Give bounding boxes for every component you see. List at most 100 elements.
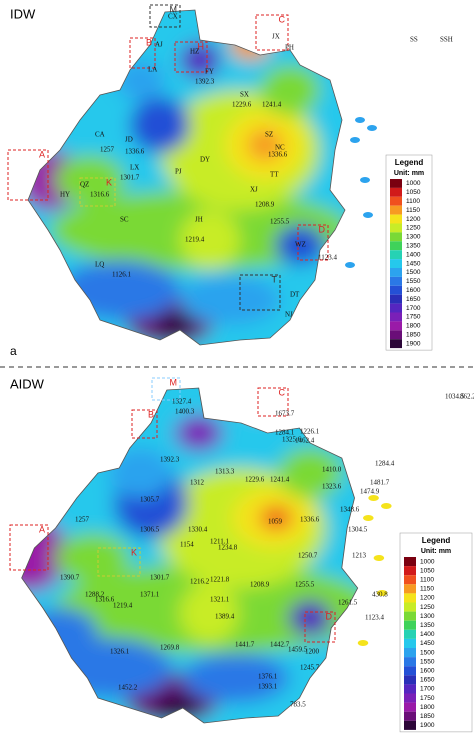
station-label: 1219.4 <box>113 602 133 610</box>
contour-zone <box>180 42 220 78</box>
contour-zone <box>154 694 201 718</box>
legend-label: 1100 <box>420 576 434 583</box>
station-label: 1330.4 <box>188 526 208 534</box>
legend-label: 1800 <box>406 323 421 330</box>
legend-swatch <box>390 250 402 260</box>
station-label: 1452.2 <box>118 684 138 692</box>
station-label: 1301.7 <box>120 174 140 182</box>
station-label: XJ <box>250 186 258 194</box>
legend-label: 1500 <box>420 649 435 656</box>
legend-swatch <box>404 666 416 676</box>
island <box>368 495 379 501</box>
legend-swatch <box>404 711 416 721</box>
region-box <box>79 177 116 207</box>
region-box <box>149 4 181 28</box>
legend-label: 1300 <box>420 613 435 620</box>
legend-swatch <box>390 285 402 295</box>
legend: Legend Unit: mm 1000 1050 1100 1150 1200 1250 13… <box>385 154 433 351</box>
station-label: 1221.8 <box>210 576 230 584</box>
map <box>27 9 377 346</box>
station-label: 1226.1 <box>300 428 320 436</box>
station-label: 1255.5 <box>270 218 290 226</box>
legend-label: 1750 <box>420 695 435 702</box>
legend-swatch <box>404 575 416 585</box>
legend-unit: Unit: mm <box>421 548 451 555</box>
region-label: M <box>170 377 178 387</box>
legend-swatch <box>390 330 402 340</box>
station-label: 1442.7 <box>270 641 290 649</box>
station-label: PJ <box>175 168 182 176</box>
legend-title: Legend <box>422 536 451 545</box>
legend-label: 1050 <box>420 567 435 574</box>
station-label: 1284.1 <box>275 429 295 437</box>
station-label: 1306.5 <box>140 526 160 534</box>
station-label: NJ <box>285 311 293 319</box>
region-box <box>297 224 329 261</box>
station-label: 1316.6 <box>90 191 110 199</box>
legend-swatch <box>390 241 402 251</box>
contour-zone <box>260 506 292 530</box>
station-label: 1312 <box>190 479 205 487</box>
station-label: 1229.6 <box>245 476 265 484</box>
legend-swatch <box>404 702 416 712</box>
station-label: 1234.8 <box>218 544 238 552</box>
station-label: 1208.9 <box>255 201 275 209</box>
station-label: 1321.1 <box>210 596 230 604</box>
station-label: SS <box>410 36 418 44</box>
region-label: D <box>326 611 333 621</box>
island <box>345 262 355 268</box>
legend-swatch <box>390 205 402 215</box>
station-label: PH <box>285 44 294 52</box>
legend-label: 1000 <box>420 558 435 565</box>
legend-swatch <box>390 312 402 322</box>
station-label: DT <box>290 291 300 299</box>
contour-zone <box>108 448 173 498</box>
station-label: 1034.5 <box>445 393 465 401</box>
legend-swatch <box>404 684 416 694</box>
legend-label: 1700 <box>406 305 421 312</box>
station-label: 1474.9 <box>360 488 380 496</box>
station-label: 1241.4 <box>262 101 282 109</box>
station-label: JD <box>125 136 133 144</box>
legend-swatch <box>404 584 416 594</box>
region-label: B <box>146 37 152 47</box>
legend-swatch <box>404 629 416 639</box>
legend-unit: Unit: mm <box>394 170 424 177</box>
legend-label: 1150 <box>420 586 434 593</box>
legend-swatch <box>404 602 416 612</box>
contour-zone <box>179 583 239 643</box>
station-label: 1313.3 <box>215 468 235 476</box>
region-label: K <box>131 547 137 557</box>
station-label: DY <box>200 156 210 164</box>
legend-label: 1550 <box>406 278 421 285</box>
legend-swatch <box>404 620 416 630</box>
region-label: B <box>148 409 154 419</box>
legend-label: 1600 <box>406 287 421 294</box>
contour-zone <box>115 60 165 100</box>
station-label: FY <box>205 68 214 76</box>
station-label: 1325.6 <box>282 436 302 444</box>
legend-label: 1350 <box>420 622 435 629</box>
method-label: IDW <box>10 6 36 21</box>
station-label: SSH <box>440 36 453 44</box>
legend-label: 1200 <box>420 595 435 602</box>
station-label: AJ <box>155 41 163 49</box>
station-label: 1305.7 <box>140 496 160 504</box>
contour-zone <box>175 415 223 451</box>
station-label: TT <box>270 171 279 179</box>
station-label: 783.5 <box>290 701 306 709</box>
station-label: SC <box>120 216 129 224</box>
station-label: 1213 <box>352 552 367 560</box>
island <box>367 125 377 131</box>
region-box <box>239 274 281 311</box>
station-label: 1211.1 <box>210 538 229 546</box>
station-label: 1376.1 <box>258 673 278 681</box>
station-label: 1154 <box>180 541 194 549</box>
station-label: 1673.7 <box>275 410 295 418</box>
region-label: A <box>39 524 45 534</box>
station-label: 430.8 <box>372 591 388 599</box>
legend-label: 1850 <box>406 331 421 338</box>
contours <box>28 10 345 345</box>
legend-swatch <box>404 557 416 567</box>
